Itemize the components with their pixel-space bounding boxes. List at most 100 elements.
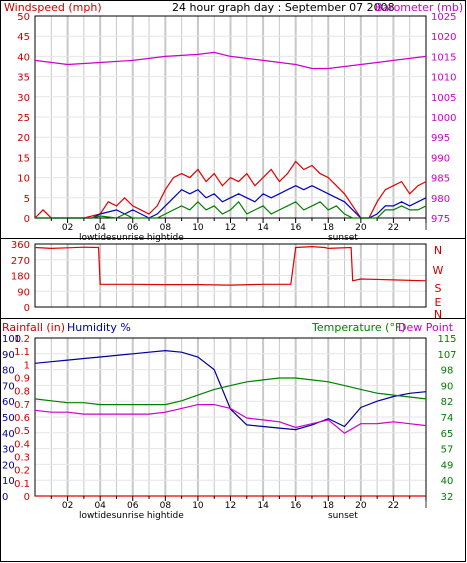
temperature-tick-label: 65 [441, 429, 454, 440]
barometer-tick-label: 1015 [431, 52, 456, 63]
rainfall-axis-title: Rainfall (in) [2, 321, 65, 334]
windspeed-tick-label: 35 [17, 73, 30, 84]
humidity-tick-label: 90 [2, 350, 15, 361]
barometer-ticks: 975 980 985 990 995 1000 1005 1010 1015 1020 1025 [431, 12, 456, 225]
temperature-axis-title: Temperature (°F) [311, 321, 406, 334]
rainfall-tick-label: 0.8 [14, 387, 30, 398]
panel3-border [0, 318, 466, 562]
dewpoint-line [34, 404, 427, 434]
direction-tick-label: 90 [17, 287, 30, 298]
windspeed-axis-title: Windspeed (mph) [4, 1, 102, 14]
windspeed-tick-label: 25 [17, 113, 30, 124]
temperature-tick-label: 32 [441, 492, 454, 503]
rainfall-tick-label: 0 [24, 492, 30, 503]
hour-tick-label: 06 [127, 223, 139, 233]
rainfall-tick-label: 1.1 [14, 347, 30, 358]
hour-tick-label: l [425, 501, 428, 511]
hour-tick-label: 16 [290, 223, 302, 233]
panel1-hour-ticks: 02 04 06 08 10 12 14 16 18 20 22 l [50, 218, 427, 233]
wind-barometer-panel: Windspeed (mph) 24 hour graph day : Sept… [4, 1, 463, 243]
humidity-tick-label: 40 [2, 429, 15, 440]
event-label-hightide: hightide [147, 511, 184, 521]
hour-tick-label: 10 [192, 223, 204, 233]
event-label-lowtide: lowtide [79, 511, 112, 521]
panel2-series [34, 245, 427, 286]
rainfall-tick-label: 0.2 [14, 466, 30, 477]
event-label-sunrise: sunrise [112, 511, 145, 521]
hour-tick-label: 08 [160, 223, 172, 233]
barometer-tick-label: 1005 [431, 93, 456, 104]
direction-tick-label: 0 [24, 303, 30, 314]
barometer-tick-label: 1025 [431, 12, 456, 23]
windspeed-tick-label: 0 [24, 214, 30, 225]
panel3-hour-ticks: 02 04 06 08 10 12 14 16 18 20 22 l [50, 496, 428, 511]
barometer-axis-title: Barometer (mb) [375, 1, 463, 14]
windspeed-tick-label: 40 [17, 52, 30, 63]
hour-tick-label: 04 [94, 223, 106, 233]
windspeed-ticks: 0 5 10 15 20 25 30 35 40 45 50 [17, 12, 30, 225]
hour-tick-label: 18 [323, 501, 335, 511]
temperature-tick-label: 74 [441, 413, 454, 424]
hour-tick-label: 14 [257, 501, 269, 511]
hour-tick-label: 20 [355, 223, 367, 233]
windspeed-tick-label: 5 [24, 194, 30, 205]
wind-low-line [35, 200, 427, 219]
panel1-series [34, 51, 427, 219]
rainfall-tick-label: 0.5 [14, 426, 30, 437]
rainfall-tick-label: 0.6 [14, 413, 30, 424]
direction-tick-label: 360 [11, 240, 30, 251]
windspeed-tick-label: 45 [17, 32, 30, 43]
barometer-tick-label: 995 [431, 133, 450, 144]
rainfall-tick-label: 0.3 [14, 453, 30, 464]
panel1-gridlines [35, 16, 426, 218]
direction-tick-label: 180 [11, 272, 30, 283]
windspeed-tick-label: 30 [17, 93, 30, 104]
compass-label: N [434, 244, 442, 257]
graph-title: 24 hour graph day : September 07 2008 [172, 1, 395, 14]
barometer-line [34, 51, 427, 70]
temperature-tick-label: 57 [441, 445, 454, 456]
humidity-tick-label: 80 [2, 366, 15, 377]
temperature-tick-label: 115 [437, 334, 456, 345]
barometer-tick-label: 980 [431, 194, 450, 205]
compass-label: W [433, 264, 444, 277]
hour-tick-label: 08 [160, 501, 172, 511]
barometer-tick-label: 990 [431, 153, 450, 164]
panel3-event-labels: lowtide sunrise hightide sunset [79, 511, 358, 521]
rainfall-tick-label: 1 [24, 360, 30, 371]
windspeed-tick-label: 10 [17, 174, 30, 185]
humidity-line [34, 349, 427, 431]
compass-label: S [435, 282, 442, 295]
hour-tick-label: 02 [62, 223, 73, 233]
humidity-tick-label: 50 [2, 413, 15, 424]
hour-tick-label: 22 [388, 501, 399, 511]
compass-label: E [435, 296, 442, 309]
rainfall-tick-label: 0.7 [14, 400, 30, 411]
hour-tick-label: 12 [225, 223, 236, 233]
temperature-tick-label: 107 [437, 350, 456, 361]
windspeed-tick-label: 20 [17, 133, 30, 144]
panel3-gridlines [35, 338, 426, 496]
dewpoint-axis-title: Dew Point [398, 321, 454, 334]
temperature-humidity-panel: Rainfall (in) Humidity % Temperature (°F… [0, 318, 466, 562]
hour-tick-label: 12 [225, 501, 236, 511]
hour-tick-label: 14 [257, 223, 269, 233]
temperature-tick-label: 82 [441, 397, 454, 408]
hour-tick-label: 22 [388, 223, 399, 233]
humidity-tick-label: 0 [2, 492, 8, 503]
hour-tick-label: 16 [290, 501, 302, 511]
rainfall-tick-label: 0.1 [14, 479, 30, 490]
event-label-sunset: sunset [328, 511, 358, 521]
humidity-tick-label: 20 [2, 460, 15, 471]
temperature-ticks: 32 40 49 57 65 74 82 90 98 107 115 [437, 334, 456, 503]
humidity-tick-label: 30 [2, 445, 15, 456]
humidity-tick-label: 70 [2, 381, 15, 392]
humidity-axis-title: Humidity % [67, 321, 131, 334]
hour-tick-label: 10 [192, 501, 204, 511]
windspeed-tick-label: 50 [17, 12, 30, 23]
hour-tick-label: 04 [94, 501, 106, 511]
barometer-tick-label: 1020 [431, 32, 456, 43]
